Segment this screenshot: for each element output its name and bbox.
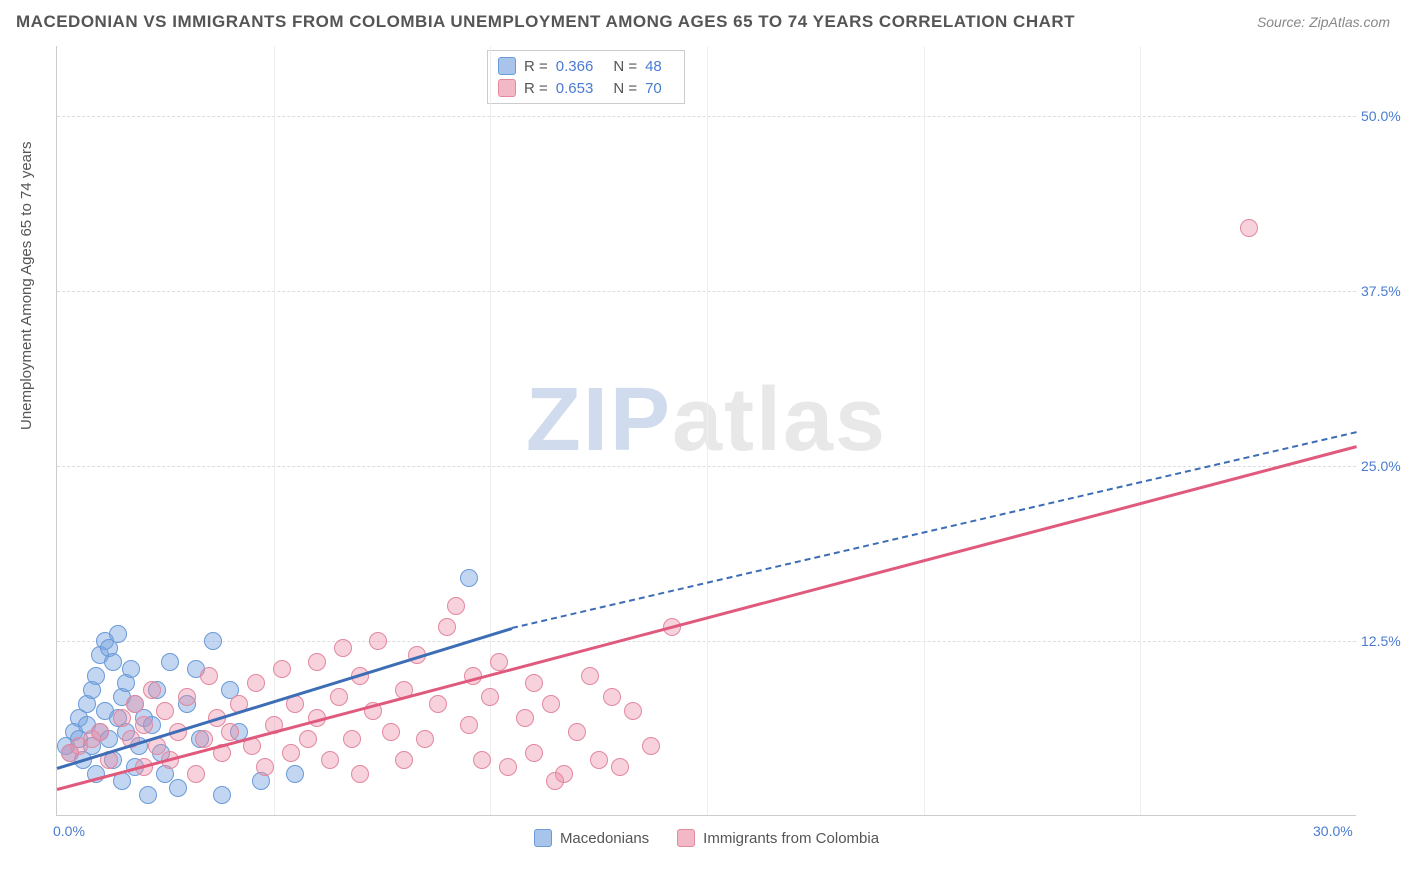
scatter-point-series-1: [642, 737, 660, 755]
scatter-point-series-0: [109, 625, 127, 643]
swatch-series-0: [534, 829, 552, 847]
scatter-point-series-1: [143, 681, 161, 699]
scatter-point-series-1: [490, 653, 508, 671]
scatter-point-series-0: [213, 786, 231, 804]
y-tick-label: 37.5%: [1361, 283, 1406, 299]
scatter-point-series-1: [351, 765, 369, 783]
scatter-point-series-1: [282, 744, 300, 762]
scatter-point-series-0: [122, 660, 140, 678]
scatter-point-series-1: [624, 702, 642, 720]
scatter-point-series-1: [369, 632, 387, 650]
scatter-point-series-1: [221, 723, 239, 741]
y-axis-label: Unemployment Among Ages 65 to 74 years: [18, 141, 35, 430]
scatter-point-series-1: [473, 751, 491, 769]
source-label: Source: ZipAtlas.com: [1257, 14, 1390, 30]
bottom-legend: Macedonians Immigrants from Colombia: [57, 829, 1356, 847]
scatter-point-series-1: [395, 751, 413, 769]
watermark-zip: ZIP: [526, 370, 672, 470]
scatter-point-series-1: [308, 653, 326, 671]
scatter-point-series-0: [460, 569, 478, 587]
r-label: R =: [524, 58, 548, 75]
scatter-point-series-1: [156, 702, 174, 720]
scatter-point-series-1: [568, 723, 586, 741]
scatter-point-series-0: [87, 667, 105, 685]
scatter-point-series-1: [113, 709, 131, 727]
y-tick-label: 12.5%: [1361, 633, 1406, 649]
n-value-1: 70: [645, 80, 662, 97]
watermark-atlas: atlas: [672, 370, 887, 470]
scatter-point-series-1: [178, 688, 196, 706]
stats-row-1: R = 0.653 N = 70: [498, 77, 674, 99]
scatter-point-series-1: [460, 716, 478, 734]
scatter-point-series-1: [382, 723, 400, 741]
n-label: N =: [613, 80, 637, 97]
scatter-point-series-1: [581, 667, 599, 685]
scatter-point-series-1: [343, 730, 361, 748]
swatch-series-0: [498, 57, 516, 75]
r-value-1: 0.653: [556, 80, 594, 97]
swatch-series-1: [677, 829, 695, 847]
legend-item-0: Macedonians: [534, 829, 649, 847]
legend-label-1: Immigrants from Colombia: [703, 830, 879, 847]
scatter-point-series-0: [139, 786, 157, 804]
scatter-point-series-1: [516, 709, 534, 727]
scatter-point-series-1: [603, 688, 621, 706]
legend-label-0: Macedonians: [560, 830, 649, 847]
trend-line: [512, 431, 1357, 629]
scatter-point-series-1: [334, 639, 352, 657]
grid-line-v: [924, 46, 925, 815]
x-tick-label: 30.0%: [1313, 823, 1353, 839]
scatter-point-series-1: [299, 730, 317, 748]
scatter-point-series-0: [169, 779, 187, 797]
scatter-point-series-1: [590, 751, 608, 769]
scatter-point-series-1: [438, 618, 456, 636]
scatter-point-series-1: [91, 723, 109, 741]
scatter-point-series-1: [481, 688, 499, 706]
scatter-point-series-1: [499, 758, 517, 776]
n-label: N =: [613, 58, 637, 75]
scatter-point-series-1: [135, 716, 153, 734]
scatter-point-series-1: [447, 597, 465, 615]
y-tick-label: 50.0%: [1361, 108, 1406, 124]
scatter-point-series-0: [161, 653, 179, 671]
scatter-point-series-1: [1240, 219, 1258, 237]
scatter-point-series-1: [200, 667, 218, 685]
x-tick-label: 0.0%: [53, 823, 85, 839]
scatter-point-series-1: [416, 730, 434, 748]
stats-legend: R = 0.366 N = 48 R = 0.653 N = 70: [487, 50, 685, 104]
r-value-0: 0.366: [556, 58, 594, 75]
y-tick-label: 25.0%: [1361, 458, 1406, 474]
scatter-point-series-1: [195, 730, 213, 748]
scatter-point-series-1: [247, 674, 265, 692]
grid-line-v: [1140, 46, 1141, 815]
scatter-point-series-1: [273, 660, 291, 678]
legend-item-1: Immigrants from Colombia: [677, 829, 879, 847]
scatter-point-series-1: [321, 751, 339, 769]
scatter-plot-area: ZIPatlas R = 0.366 N = 48 R = 0.653 N = …: [56, 46, 1356, 816]
scatter-point-series-1: [330, 688, 348, 706]
scatter-point-series-1: [256, 758, 274, 776]
r-label: R =: [524, 80, 548, 97]
grid-line-v: [707, 46, 708, 815]
scatter-point-series-0: [204, 632, 222, 650]
scatter-point-series-0: [286, 765, 304, 783]
scatter-point-series-1: [187, 765, 205, 783]
scatter-point-series-1: [126, 695, 144, 713]
scatter-point-series-1: [429, 695, 447, 713]
scatter-point-series-1: [525, 674, 543, 692]
chart-title: MACEDONIAN VS IMMIGRANTS FROM COLOMBIA U…: [16, 12, 1075, 32]
stats-row-0: R = 0.366 N = 48: [498, 55, 674, 77]
n-value-0: 48: [645, 58, 662, 75]
scatter-point-series-1: [542, 695, 560, 713]
scatter-point-series-0: [104, 653, 122, 671]
scatter-point-series-1: [611, 758, 629, 776]
swatch-series-1: [498, 79, 516, 97]
scatter-point-series-1: [546, 772, 564, 790]
scatter-point-series-1: [525, 744, 543, 762]
